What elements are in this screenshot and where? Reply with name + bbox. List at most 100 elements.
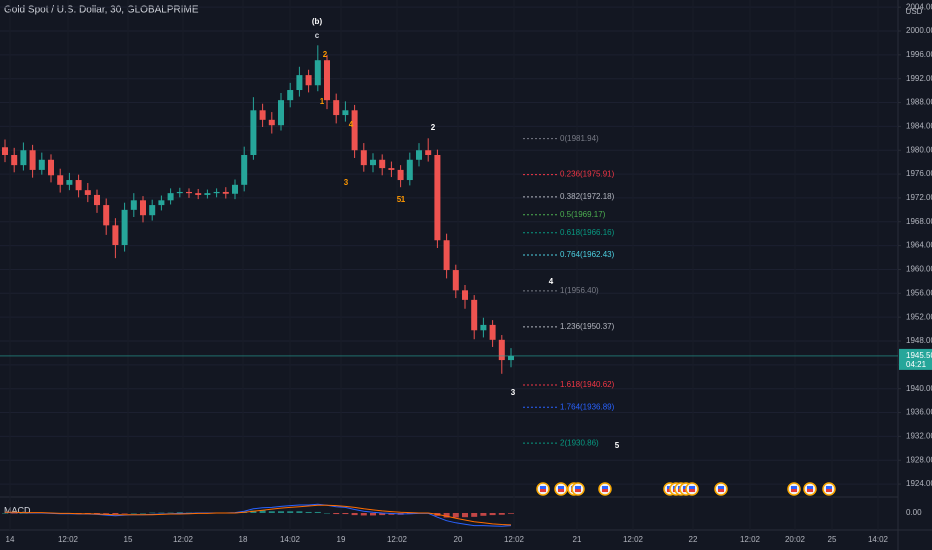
- candle-body: [462, 290, 468, 300]
- event-flag: [689, 486, 695, 489]
- fib-label: 1.764(1936.89): [560, 402, 615, 411]
- event-flag: [602, 486, 608, 489]
- wave-label: 5: [615, 441, 620, 450]
- candle-body: [222, 191, 229, 194]
- y-tick-label: 1956.00: [906, 288, 932, 297]
- candle-body: [75, 180, 82, 191]
- event-flag-stripe: [791, 489, 797, 492]
- y-tick-label: 2000.00: [906, 26, 932, 35]
- candle-body: [186, 191, 192, 194]
- candle-body: [379, 159, 386, 169]
- event-flag-stripe: [718, 489, 724, 492]
- candle-body: [167, 193, 174, 201]
- macd-histogram-bar: [11, 513, 18, 514]
- fib-label: 0(1981.94): [560, 134, 599, 143]
- macd-histogram-bar: [305, 511, 312, 513]
- fib-label: 1.618(1940.62): [560, 380, 615, 389]
- candle-body: [287, 90, 294, 101]
- candle-body: [268, 119, 275, 126]
- wave-label: 4: [549, 277, 554, 286]
- event-flag-stripe: [575, 489, 581, 492]
- macd-histogram-bar: [360, 513, 367, 516]
- y-tick-label: 1928.00: [906, 455, 932, 464]
- y-tick-label: 1932.00: [906, 431, 932, 440]
- macd-histogram-bar: [130, 513, 137, 514]
- macd-histogram-bar: [140, 513, 146, 514]
- candle-body: [370, 159, 376, 166]
- macd-histogram-bar: [324, 513, 330, 514]
- macd-histogram-bar: [20, 513, 27, 514]
- macd-histogram-bar: [176, 512, 183, 513]
- candle-body: [232, 184, 238, 194]
- wave-label: 2: [431, 123, 436, 132]
- candle-body: [425, 150, 432, 155]
- fib-label: 1.236(1950.37): [560, 322, 615, 331]
- y-tick-label: 1924.00: [906, 479, 932, 488]
- candle-body: [342, 110, 349, 116]
- chart-title: Gold Spot / U.S. Dollar, 30, GLOBALPRIME: [4, 5, 199, 16]
- macd-histogram-bar: [103, 513, 110, 514]
- macd-histogram-bar: [259, 510, 266, 513]
- macd-histogram-bar: [296, 511, 303, 513]
- macd-histogram-bar: [498, 513, 505, 515]
- y-tick-label: 1964.00: [906, 241, 932, 250]
- macd-histogram-bar: [149, 512, 156, 514]
- x-tick-label: 15: [124, 535, 133, 544]
- candle-body: [305, 75, 312, 86]
- candle-body: [443, 240, 450, 271]
- y-tick-label: 1960.00: [906, 265, 932, 274]
- candle-body: [29, 150, 36, 170]
- macd-histogram-bar: [121, 513, 128, 514]
- event-flag-stripe: [558, 489, 564, 492]
- x-tick-label: 18: [239, 535, 248, 544]
- candle-body: [434, 155, 441, 241]
- y-tick-label: 1936.00: [906, 408, 932, 417]
- x-tick-label: 14:02: [868, 535, 889, 544]
- y-tick-label: 1996.00: [906, 50, 932, 59]
- candle-body: [498, 339, 505, 361]
- candle-body: [66, 180, 73, 185]
- candle-body: [480, 324, 487, 331]
- x-tick-label: 12:02: [173, 535, 194, 544]
- event-flag: [718, 486, 724, 489]
- x-tick-label: 20: [454, 535, 463, 544]
- macd-title: MACD: [4, 505, 31, 515]
- price-countdown: 04:21: [906, 360, 927, 369]
- candle-body: [149, 205, 156, 216]
- fib-label: 0.382(1972.18): [560, 192, 615, 201]
- macd-histogram-bar: [480, 513, 487, 516]
- candle-body: [351, 110, 358, 151]
- y-tick-label: 1972.00: [906, 193, 932, 202]
- candle-body: [103, 205, 110, 226]
- y-tick-label: 2004.00: [906, 2, 932, 11]
- event-flag-stripe: [807, 489, 813, 492]
- event-flag-stripe: [689, 489, 695, 492]
- event-flag: [807, 486, 813, 489]
- candle-body: [213, 191, 220, 194]
- candle-body: [489, 324, 496, 340]
- fib-label: 0.764(1962.43): [560, 250, 615, 259]
- x-tick-label: 14:02: [280, 535, 301, 544]
- macd-histogram-bar: [443, 513, 450, 518]
- macd-signal-line: [5, 504, 512, 526]
- candle-body: [84, 190, 91, 195]
- y-tick-label: 1952.00: [906, 312, 932, 321]
- x-tick-label: 21: [573, 535, 582, 544]
- macd-histogram-bar: [370, 513, 376, 516]
- y-tick-label: 1988.00: [906, 98, 932, 107]
- wave-label: c: [315, 31, 320, 40]
- macd-histogram-bar: [388, 513, 395, 515]
- fib-label: 0.5(1969.17): [560, 210, 606, 219]
- macd-histogram-bar: [351, 513, 358, 516]
- x-tick-label: 25: [828, 535, 837, 544]
- x-tick-label: 12:02: [504, 535, 525, 544]
- wave-label: 5: [397, 195, 402, 204]
- macd-histogram-bar: [333, 513, 340, 515]
- y-tick-label: 1976.00: [906, 169, 932, 178]
- candle-body: [278, 100, 284, 126]
- event-flag: [575, 486, 581, 489]
- x-tick-label: 19: [337, 535, 346, 544]
- x-tick-label: 20:02: [785, 535, 806, 544]
